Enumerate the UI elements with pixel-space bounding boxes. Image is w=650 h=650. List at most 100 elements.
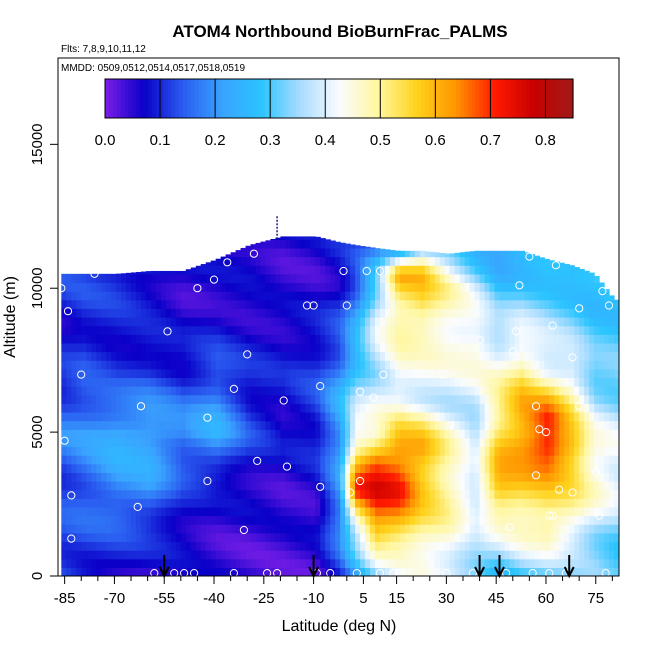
heatmap-cell xyxy=(379,506,386,517)
heatmap-cell xyxy=(519,567,525,576)
heatmap-cell xyxy=(200,515,207,525)
heatmap-cell xyxy=(584,506,590,517)
heatmap-cell xyxy=(71,377,77,387)
heatmap-cell xyxy=(459,420,466,430)
heatmap-cell xyxy=(524,377,530,387)
heatmap-cell xyxy=(394,351,401,361)
heatmap-cell xyxy=(379,386,386,396)
heatmap-cell xyxy=(86,532,92,543)
heatmap-cell xyxy=(76,308,82,318)
heatmap-cell xyxy=(195,498,202,508)
heatmap-cell xyxy=(136,558,142,568)
heatmap-cell xyxy=(449,489,456,499)
heatmap-cell xyxy=(310,299,316,309)
heatmap-cell xyxy=(360,360,366,370)
heatmap-cell xyxy=(474,463,481,473)
heatmap-cell xyxy=(315,236,321,240)
heatmap-cell xyxy=(499,334,506,344)
heatmap-cell xyxy=(594,524,600,534)
heatmap-cell xyxy=(444,550,451,560)
sample-point xyxy=(379,370,388,379)
heatmap-cell xyxy=(424,446,431,456)
heatmap-cell xyxy=(240,463,247,473)
heatmap-cell xyxy=(409,455,416,465)
heatmap-cell xyxy=(360,403,366,413)
heatmap-cell xyxy=(444,291,451,301)
heatmap-cell xyxy=(225,472,232,482)
heatmap-cell xyxy=(175,437,182,448)
heatmap-cell xyxy=(509,360,516,370)
heatmap-cell xyxy=(554,261,560,266)
x-axis: -85 -70 -55 -40 -25 -10 5 15 30 45 60 75 xyxy=(54,576,613,607)
heatmap-cell xyxy=(350,299,356,309)
heatmap-cell xyxy=(96,429,102,439)
heatmap-cell xyxy=(439,524,446,534)
heatmap-cell xyxy=(71,317,77,327)
heatmap-cell xyxy=(155,420,162,430)
heatmap-cell xyxy=(81,463,87,473)
heatmap-cell xyxy=(230,282,237,292)
heatmap-cell xyxy=(180,291,187,301)
heatmap-cell xyxy=(240,515,247,525)
heatmap-cell xyxy=(439,334,446,344)
heatmap-cell xyxy=(414,403,421,413)
colorbar-segment xyxy=(549,79,555,118)
heatmap-cell xyxy=(200,325,207,335)
heatmap-cell xyxy=(434,256,441,266)
sample-point xyxy=(502,569,511,576)
heatmap-cell xyxy=(300,481,306,491)
colorbar-segment xyxy=(261,79,266,118)
heatmap-cell xyxy=(295,524,301,534)
heatmap-cell xyxy=(424,558,431,568)
heatmap-cell xyxy=(160,386,167,396)
heatmap-cell xyxy=(255,437,262,448)
heatmap-cell xyxy=(524,506,530,517)
heatmap-cell xyxy=(86,524,92,534)
heatmap-cell xyxy=(414,429,421,439)
heatmap-cell xyxy=(91,558,97,568)
heatmap-cell xyxy=(529,265,535,275)
heatmap-cell xyxy=(459,411,466,422)
heatmap-cell xyxy=(464,308,471,318)
heatmap-cell xyxy=(260,342,267,353)
heatmap-cell xyxy=(131,558,137,568)
heatmap-cell xyxy=(126,386,132,396)
heatmap-cell xyxy=(574,463,580,473)
heatmap-cell xyxy=(111,386,117,396)
heatmap-cell xyxy=(71,558,77,568)
heatmap-cell xyxy=(96,489,102,499)
heatmap-cell xyxy=(220,386,227,396)
heatmap-cell xyxy=(469,334,476,344)
heatmap-cell xyxy=(589,342,595,353)
heatmap-cell xyxy=(290,472,296,482)
heatmap-cell xyxy=(544,515,550,525)
heatmap-cell xyxy=(524,256,530,266)
heatmap-cell xyxy=(140,541,147,551)
heatmap-cell xyxy=(101,506,107,517)
heatmap-cell xyxy=(439,252,446,258)
heatmap-cell xyxy=(564,265,570,275)
heatmap-cell xyxy=(160,270,167,275)
heatmap-cell xyxy=(225,377,232,387)
heatmap-cell xyxy=(136,351,142,361)
heatmap-cell xyxy=(240,411,247,422)
heatmap-cell xyxy=(384,249,391,258)
heatmap-cell xyxy=(584,420,590,430)
heatmap-cell xyxy=(250,308,257,318)
heatmap-cell xyxy=(106,532,112,543)
heatmap-cell xyxy=(370,325,376,335)
heatmap-cell xyxy=(409,567,416,576)
heatmap-cell xyxy=(215,351,222,361)
heatmap-cell xyxy=(360,506,366,517)
heatmap-cell xyxy=(454,455,461,465)
heatmap-cell xyxy=(504,437,511,448)
heatmap-cell xyxy=(310,334,316,344)
heatmap-cell xyxy=(91,360,97,370)
heatmap-cell xyxy=(514,515,521,525)
heatmap-cell xyxy=(300,247,306,258)
heatmap-cell xyxy=(384,481,391,491)
heatmap-cell xyxy=(126,325,132,335)
heatmap-cell xyxy=(101,515,107,525)
heatmap-cell xyxy=(589,489,595,499)
heatmap-cell xyxy=(116,558,122,568)
